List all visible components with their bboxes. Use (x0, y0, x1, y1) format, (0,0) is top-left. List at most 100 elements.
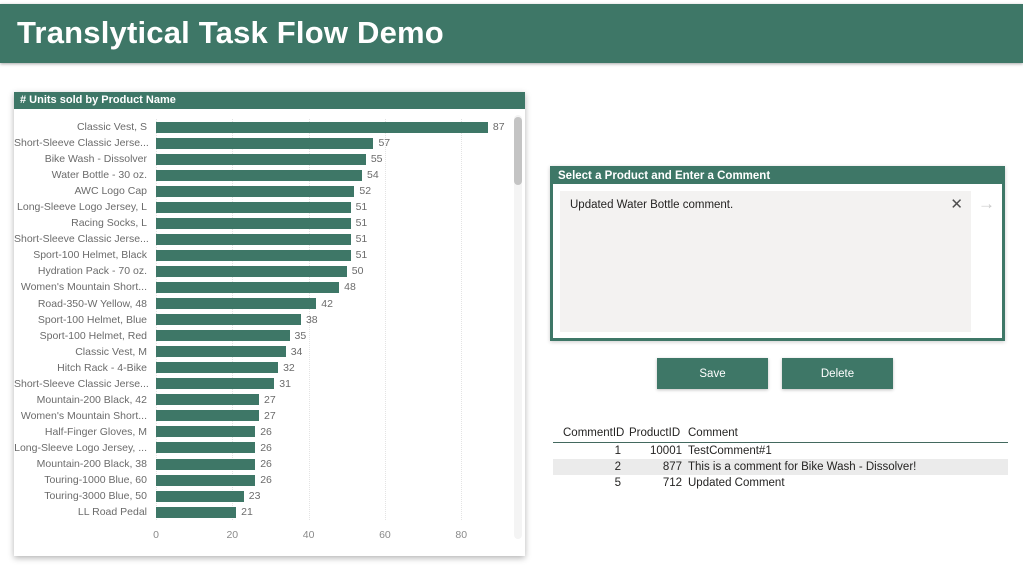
bar[interactable] (156, 394, 259, 406)
bar[interactable] (156, 201, 351, 213)
bar[interactable] (156, 265, 347, 277)
bar-value-label: 26 (260, 458, 272, 470)
table-cell: 5 (614, 477, 621, 489)
category-label: Sport-100 Helmet, Black (33, 249, 147, 262)
category-label: Women's Mountain Short... (20, 281, 147, 294)
bar-track: 23 (156, 488, 507, 504)
category-label: Hydration Pack - 70 oz. (37, 265, 147, 278)
bar[interactable] (156, 378, 275, 390)
bar-track: 21 (156, 504, 507, 520)
bar-track: 42 (156, 296, 507, 312)
bar[interactable] (156, 169, 363, 181)
x-tick-label: 20 (226, 529, 239, 541)
bar-value-label: 26 (260, 474, 272, 487)
bar[interactable] (156, 137, 374, 149)
table-cell: This is a comment for Bike Wash - Dissol… (688, 461, 917, 473)
bar[interactable] (156, 458, 256, 470)
table-row[interactable]: 1 10001 TestComment#1 (553, 443, 1008, 459)
chart-row: Touring-1000 Blue, 60 26 (14, 472, 507, 488)
chart-row: Women's Mountain Short... 27 (14, 408, 507, 424)
bar-track: 27 (156, 392, 507, 408)
table-row[interactable]: 5 712 Updated Comment (553, 475, 1008, 491)
chart-row: Bike Wash - Dissolver 55 (14, 151, 507, 167)
bar[interactable] (156, 121, 488, 133)
chart-row: Water Bottle - 30 oz. 54 (14, 167, 507, 183)
bar[interactable] (156, 346, 286, 358)
category-label: Classic Vest, S (76, 121, 147, 134)
bar-track: 87 (156, 119, 507, 135)
category-label: Mountain-200 Black, 38 (36, 458, 147, 470)
chart-row: Long-Sleeve Logo Jersey, ... 26 (14, 440, 507, 456)
bar[interactable] (156, 474, 256, 486)
category-label: Bike Wash - Dissolver (44, 153, 147, 166)
chart-scrollbar-thumb[interactable] (514, 117, 522, 185)
gridline (384, 119, 386, 520)
comments-table-header: CommentID ProductID Comment (553, 424, 1008, 443)
bar[interactable] (156, 490, 244, 502)
bar-value-label: 34 (290, 345, 303, 358)
chart-row: Hitch Rack - 4-Bike 32 (14, 360, 507, 376)
chart-row: Short-Sleeve Classic Jerse... 31 (14, 376, 507, 392)
bar-value-label: 27 (264, 393, 276, 406)
category-label: Sport-100 Helmet, Blue (37, 313, 147, 326)
table-cell: TestComment#1 (688, 445, 772, 457)
bar[interactable] (156, 362, 279, 374)
bar[interactable] (156, 233, 351, 245)
comments-table: CommentID ProductID Comment 1 10001 TestCo… (553, 424, 1008, 491)
category-label: Short-Sleeve Classic Jerse... (14, 137, 149, 150)
comment-input-value: Updated Water Bottle comment. (570, 199, 734, 211)
bar-track: 31 (156, 376, 507, 392)
bar[interactable] (156, 298, 317, 310)
column-header-productid: ProductID (629, 427, 681, 439)
bar[interactable] (156, 426, 256, 438)
table-row[interactable]: 2 877 This is a comment for Bike Wash - Di… (553, 459, 1008, 475)
bar[interactable] (156, 249, 351, 261)
bar-value-label: 26 (260, 425, 272, 438)
table-cell: 712 (662, 477, 682, 489)
bar[interactable] (156, 330, 290, 342)
bar[interactable] (156, 506, 237, 518)
category-label: Long-Sleeve Logo Jersey, ... (14, 441, 147, 454)
category-label: Half-Finger Gloves, M (44, 425, 147, 438)
category-label: Short-Sleeve Classic Jerse... (14, 233, 149, 246)
bar[interactable] (156, 281, 340, 293)
comment-input[interactable]: Updated Water Bottle comment. ✕ (560, 191, 971, 332)
comment-panel: Select a Product and Enter a Comment Upd… (550, 166, 1005, 341)
bar-value-label: 87 (492, 121, 505, 134)
chart-row: Road-350-W Yellow, 48 42 (14, 296, 507, 312)
bar-value-label: 26 (260, 441, 272, 454)
bar-track: 55 (156, 151, 507, 167)
bar-track: 34 (156, 344, 507, 360)
chart-row: Mountain-200 Black, 42 27 (14, 392, 507, 408)
bar[interactable] (156, 217, 351, 229)
table-cell: 877 (662, 461, 682, 473)
submit-arrow-icon[interactable]: → (978, 194, 995, 213)
bar-value-label: 48 (344, 281, 356, 294)
clear-icon[interactable]: ✕ (950, 196, 963, 213)
bar-value-label: 38 (305, 313, 318, 326)
bar[interactable] (156, 410, 259, 422)
category-label: LL Road Pedal (77, 506, 147, 519)
delete-button[interactable]: Delete (782, 358, 893, 389)
gridline (461, 119, 463, 520)
bar-track: 54 (156, 167, 507, 183)
save-button[interactable]: Save (657, 358, 768, 389)
bar[interactable] (156, 442, 256, 454)
bar[interactable] (156, 314, 301, 326)
bar-value-label: 51 (355, 217, 368, 230)
chart-row: Half-Finger Gloves, M 26 (14, 424, 507, 440)
category-label: Mountain-200 Black, 42 (36, 393, 147, 406)
chart-scrollbar[interactable] (514, 115, 522, 539)
bar[interactable] (156, 185, 355, 197)
app-header: Translytical Task Flow Demo (0, 4, 1023, 63)
chart-row: Long-Sleeve Logo Jersey, L 51 (14, 199, 507, 215)
chart-title: # Units sold by Product Name (14, 92, 525, 109)
bar-value-label: 57 (378, 137, 391, 150)
chart-row: Touring-3000 Blue, 50 23 (14, 488, 507, 504)
chart-row: Women's Mountain Short... 48 (14, 279, 507, 295)
page-title: Translytical Task Flow Demo (17, 15, 444, 50)
category-label: Road-350-W Yellow, 48 (37, 297, 147, 310)
bar[interactable] (156, 153, 366, 165)
category-label: Hitch Rack - 4-Bike (57, 361, 147, 374)
chart-row: Hydration Pack - 70 oz. 50 (14, 263, 507, 279)
